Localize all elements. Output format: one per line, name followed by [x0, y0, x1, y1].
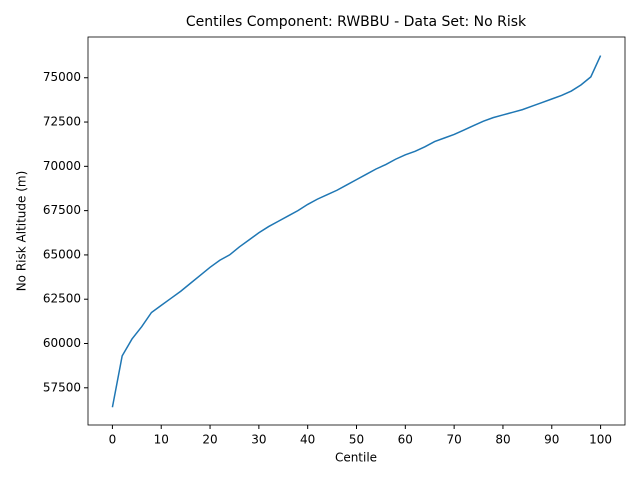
- y-tick-label: 67500: [43, 203, 81, 217]
- y-tick-label: 65000: [43, 247, 81, 261]
- x-tick-label: 60: [398, 433, 413, 447]
- x-tick-label: 30: [251, 433, 266, 447]
- x-axis-label: Centile: [335, 451, 377, 465]
- y-tick-label: 75000: [43, 70, 81, 84]
- x-tick-label: 90: [544, 433, 559, 447]
- x-tick-label: 20: [202, 433, 217, 447]
- x-tick-label: 10: [154, 433, 169, 447]
- x-tick-label: 50: [349, 433, 364, 447]
- y-tick-label: 70000: [43, 159, 81, 173]
- x-tick-label: 100: [589, 433, 612, 447]
- x-tick-label: 0: [109, 433, 117, 447]
- plot-frame: [87, 36, 626, 426]
- line-series: [111, 55, 602, 408]
- y-tick-label: 72500: [43, 115, 81, 129]
- y-tick-label: 60000: [43, 336, 81, 350]
- x-tick-label: 40: [300, 433, 315, 447]
- x-tick-label: 70: [446, 433, 461, 447]
- y-tick-label: 62500: [43, 292, 81, 306]
- chart-title: Centiles Component: RWBBU - Data Set: No…: [186, 14, 527, 30]
- y-tick-label: 57500: [43, 380, 81, 394]
- x-tick-label: 80: [495, 433, 510, 447]
- y-axis-label: No Risk Altitude (m): [15, 171, 29, 292]
